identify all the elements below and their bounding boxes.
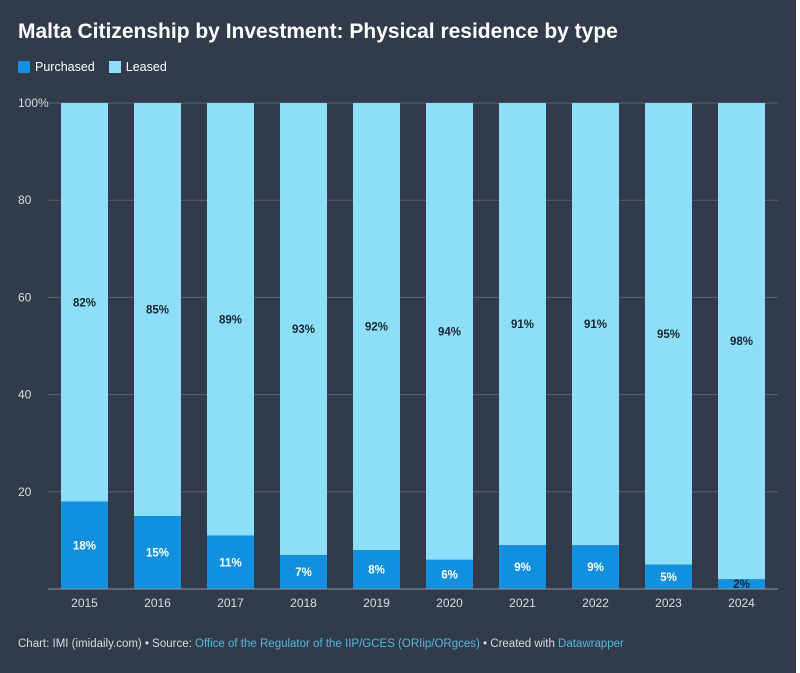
data-label-purchased-2023: 5% [660,572,677,584]
x-tick-label-2016: 2016 [144,596,171,610]
data-label-purchased-2021: 9% [514,562,531,574]
data-label-purchased-2019: 8% [368,565,385,577]
data-label-purchased-2016: 15% [146,548,169,560]
legend-swatch-leased [108,61,121,73]
x-tick-label-2020: 2020 [436,596,463,610]
bar-purchased-2021 [499,545,546,589]
x-tick-label-2023: 2023 [655,596,682,610]
data-label-purchased-2022: 9% [587,562,604,574]
data-label-leased-2018: 93% [292,324,315,336]
bar-leased-2024 [718,103,765,580]
data-label-leased-2017: 89% [219,314,242,326]
bar-purchased-2017 [207,535,254,589]
data-label-leased-2016: 85% [146,305,169,317]
x-tick-label-2019: 2019 [363,596,390,610]
legend-label-leased: Leased [125,60,167,74]
x-tick-label-2022: 2022 [582,596,609,610]
y-tick-label-20: 20 [18,485,32,499]
bar-leased-2016 [134,103,181,517]
data-label-leased-2023: 95% [657,329,680,341]
bar-leased-2017 [207,103,254,536]
x-tick-label-2021: 2021 [509,596,536,610]
legend-label-purchased: Purchased [35,60,95,74]
bar-leased-2023 [645,103,692,565]
chart-title: Malta Citizenship by Investment: Physica… [18,20,618,43]
bar-purchased-2015 [61,501,108,589]
bar-leased-2021 [499,103,546,546]
bar-purchased-2016 [134,516,181,589]
bar-leased-2022 [572,103,619,546]
bar-leased-2020 [426,103,473,560]
data-label-purchased-2020: 6% [441,569,458,581]
bar-purchased-2019 [353,550,400,589]
legend-swatch-purchased [18,61,30,73]
bar-leased-2019 [353,103,400,551]
data-label-leased-2021: 91% [511,319,534,331]
data-label-leased-2015: 82% [73,297,96,309]
x-tick-label-2018: 2018 [290,596,317,610]
x-tick-label-2024: 2024 [728,596,755,610]
data-label-purchased-2024: 2% [733,579,750,591]
x-tick-label-2015: 2015 [71,596,98,610]
bar-purchased-2020 [426,559,473,589]
data-label-purchased-2018: 7% [295,567,312,579]
bar-purchased-2023 [645,564,692,589]
bar-purchased-2024 [718,579,765,589]
data-label-leased-2020: 94% [438,326,461,338]
x-tick-label-2017: 2017 [217,596,244,610]
stacked-bar-chart: 20 40 60 80 100% 82% 18% 2015 85% 15% 2016 89% 11% 20… [18,96,778,610]
data-label-leased-2024: 98% [730,336,753,348]
data-label-purchased-2017: 11% [219,557,241,569]
data-label-leased-2022: 91% [584,319,607,331]
legend-item-leased: Leased [108,60,167,74]
y-tick-label-60: 60 [18,290,32,304]
data-label-purchased-2015: 18% [73,540,96,552]
y-tick-label-100: 100% [18,96,49,110]
datawrapper-link[interactable]: Datawrapper [558,638,624,650]
source-link[interactable]: Office of the Regulator of the IIP/GCES … [195,638,480,650]
bar-purchased-2022 [572,545,619,589]
data-label-leased-2019: 92% [365,322,388,334]
bar-leased-2015 [61,103,108,502]
bar-leased-2018 [280,103,327,555]
y-tick-label-40: 40 [18,388,32,402]
legend-item-purchased: Purchased [18,60,95,74]
chart-legend: Purchased Leased [18,60,167,74]
y-tick-label-80: 80 [18,193,32,207]
chart-footer: Chart: IMI (imidaily.com) • Source: Offi… [18,638,624,650]
bar-purchased-2018 [280,554,327,589]
footer-created-with: • Created with [479,638,559,650]
footer-credit: Chart: IMI (imidaily.com) • Source: [18,638,195,650]
